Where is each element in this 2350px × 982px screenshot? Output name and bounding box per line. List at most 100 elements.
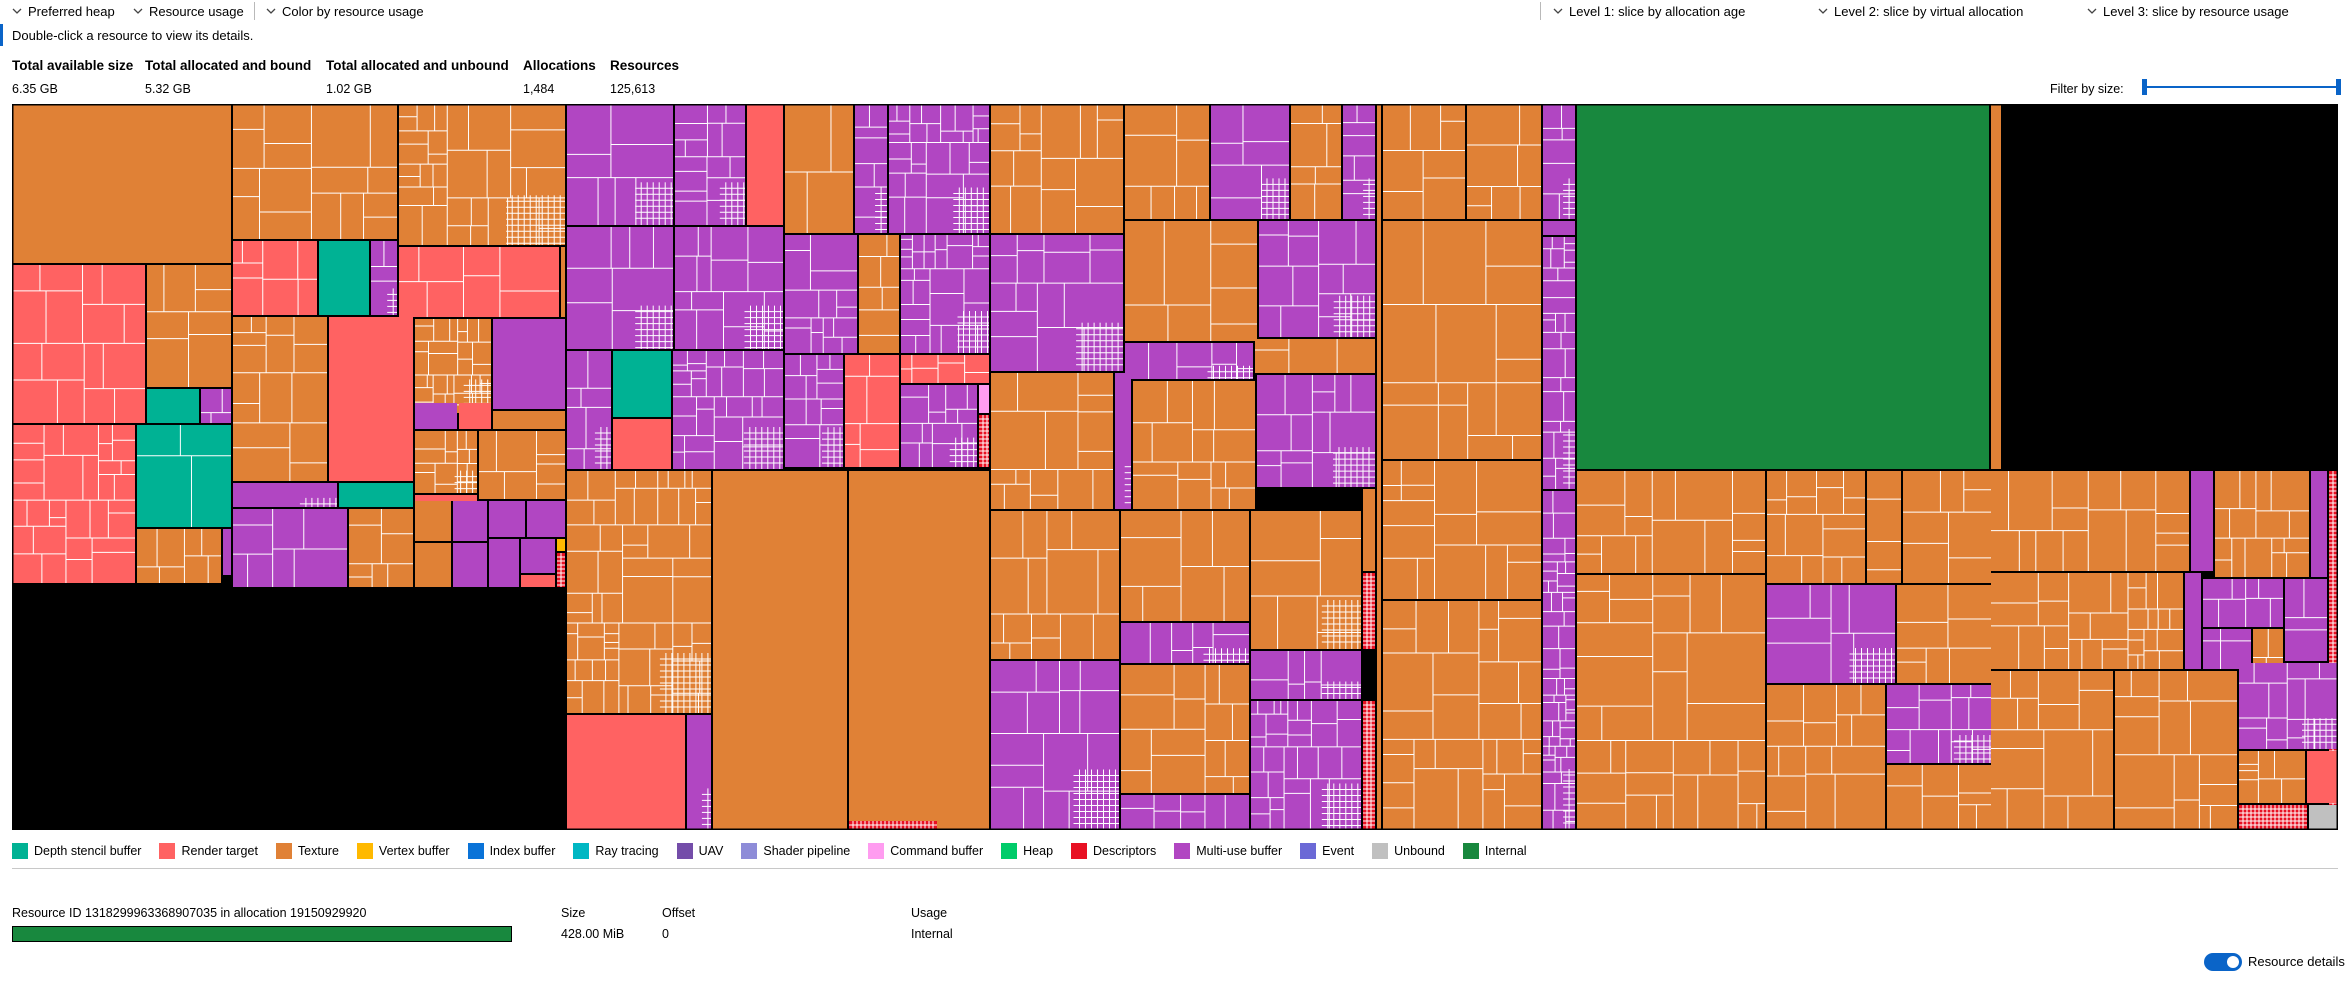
preferred-heap-dropdown[interactable]: Preferred heap xyxy=(12,2,115,20)
resource-block[interactable] xyxy=(13,265,145,423)
resource-block[interactable] xyxy=(991,105,1123,233)
resource-block[interactable] xyxy=(1363,489,1375,571)
resource-block[interactable] xyxy=(147,389,199,423)
resource-block[interactable] xyxy=(1125,221,1257,341)
resource-block[interactable] xyxy=(845,355,899,467)
resource-block[interactable] xyxy=(13,105,231,263)
resource-block[interactable] xyxy=(1377,105,1381,829)
level3-dropdown[interactable]: Level 3: slice by resource usage xyxy=(2087,2,2289,20)
resource-block[interactable] xyxy=(489,501,525,537)
resource-block[interactable] xyxy=(1121,623,1249,663)
resource-block[interactable] xyxy=(1291,105,1341,219)
resource-block[interactable] xyxy=(2215,471,2309,577)
resource-block[interactable] xyxy=(233,317,327,481)
resource-block[interactable] xyxy=(687,715,711,829)
resource-block[interactable] xyxy=(399,105,565,245)
level1-dropdown[interactable]: Level 1: slice by allocation age xyxy=(1553,2,1745,20)
resource-block[interactable] xyxy=(1897,585,1991,683)
resource-block[interactable] xyxy=(1577,105,1989,469)
resource-block[interactable] xyxy=(1543,491,1575,829)
resource-block[interactable] xyxy=(1767,471,1865,583)
resource-block[interactable] xyxy=(1903,471,1991,583)
resource-block[interactable] xyxy=(979,385,989,413)
resource-block[interactable] xyxy=(1125,343,1253,379)
resource-block[interactable] xyxy=(849,471,989,829)
resource-block[interactable] xyxy=(1543,237,1575,489)
resource-block[interactable] xyxy=(1887,765,1991,829)
resource-block[interactable] xyxy=(2311,471,2327,577)
resource-block[interactable] xyxy=(901,355,989,383)
resource-block[interactable] xyxy=(1991,671,2113,829)
resource-block[interactable] xyxy=(561,247,565,317)
resource-block[interactable] xyxy=(613,419,671,469)
resource-block[interactable] xyxy=(319,241,369,315)
resource-block[interactable] xyxy=(2203,579,2283,627)
resource-block[interactable] xyxy=(527,501,565,537)
resource-block[interactable] xyxy=(1211,105,1289,219)
resource-block[interactable] xyxy=(557,539,565,551)
resource-block[interactable] xyxy=(2185,573,2201,669)
resource-block[interactable] xyxy=(233,483,337,507)
resource-block[interactable] xyxy=(2239,663,2337,749)
resource-block[interactable] xyxy=(1383,461,1541,599)
resource-block[interactable] xyxy=(233,509,347,587)
resource-block[interactable] xyxy=(785,235,857,353)
resource-block[interactable] xyxy=(567,227,673,349)
resource-block[interactable] xyxy=(567,351,611,469)
resource-block[interactable] xyxy=(2309,805,2337,829)
resource-block[interactable] xyxy=(339,483,413,507)
resource-block[interactable] xyxy=(1867,471,1901,583)
resource-block[interactable] xyxy=(713,471,847,829)
resource-block[interactable] xyxy=(415,495,477,501)
resource-block[interactable] xyxy=(521,575,555,587)
resource-block[interactable] xyxy=(2307,751,2337,803)
resource-block[interactable] xyxy=(201,389,231,423)
resource-block[interactable] xyxy=(675,227,783,349)
resource-block[interactable] xyxy=(613,351,671,417)
resource-block[interactable] xyxy=(979,415,989,467)
resource-block[interactable] xyxy=(493,411,565,429)
color-by-dropdown[interactable]: Color by resource usage xyxy=(266,2,424,20)
level2-dropdown[interactable]: Level 2: slice by virtual allocation xyxy=(1818,2,2023,20)
resource-block[interactable] xyxy=(13,425,135,583)
resource-block[interactable] xyxy=(453,501,487,541)
resource-block[interactable] xyxy=(1577,471,1765,573)
resource-block[interactable] xyxy=(567,105,673,225)
resource-block[interactable] xyxy=(137,425,231,527)
resource-block[interactable] xyxy=(1115,373,1131,509)
resource-block[interactable] xyxy=(1991,573,2183,669)
resource-block[interactable] xyxy=(567,471,711,713)
resource-block[interactable] xyxy=(415,431,477,493)
resource-block[interactable] xyxy=(1383,601,1541,829)
resource-block[interactable] xyxy=(1363,573,1375,649)
resource-treemap[interactable] xyxy=(12,104,2338,830)
resource-block[interactable] xyxy=(1133,381,1255,509)
resource-block[interactable] xyxy=(785,355,843,467)
resource-block[interactable] xyxy=(2203,629,2251,669)
resource-block[interactable] xyxy=(1543,221,1575,235)
resource-block[interactable] xyxy=(901,235,989,353)
resource-block[interactable] xyxy=(785,105,853,233)
resource-block[interactable] xyxy=(223,529,231,575)
resource-block[interactable] xyxy=(991,511,1119,659)
resource-block[interactable] xyxy=(415,319,491,413)
resource-block[interactable] xyxy=(901,385,977,467)
resource-block[interactable] xyxy=(453,543,487,587)
resource-block[interactable] xyxy=(1991,471,2189,571)
resource-block[interactable] xyxy=(747,105,783,225)
resource-block[interactable] xyxy=(991,235,1123,371)
resource-block[interactable] xyxy=(1767,685,1885,829)
resource-block[interactable] xyxy=(675,105,745,225)
resource-block[interactable] xyxy=(1251,651,1361,699)
resource-block[interactable] xyxy=(521,539,555,573)
resource-usage-dropdown[interactable]: Resource usage xyxy=(133,2,244,20)
resource-block[interactable] xyxy=(1467,105,1541,219)
resource-block[interactable] xyxy=(459,403,491,429)
resource-block[interactable] xyxy=(889,105,989,233)
resource-block[interactable] xyxy=(1343,105,1375,219)
resource-block[interactable] xyxy=(493,319,565,409)
resource-block[interactable] xyxy=(415,403,457,429)
resource-block[interactable] xyxy=(2239,751,2305,803)
resource-block[interactable] xyxy=(1255,339,1375,373)
resource-block[interactable] xyxy=(1251,511,1361,649)
